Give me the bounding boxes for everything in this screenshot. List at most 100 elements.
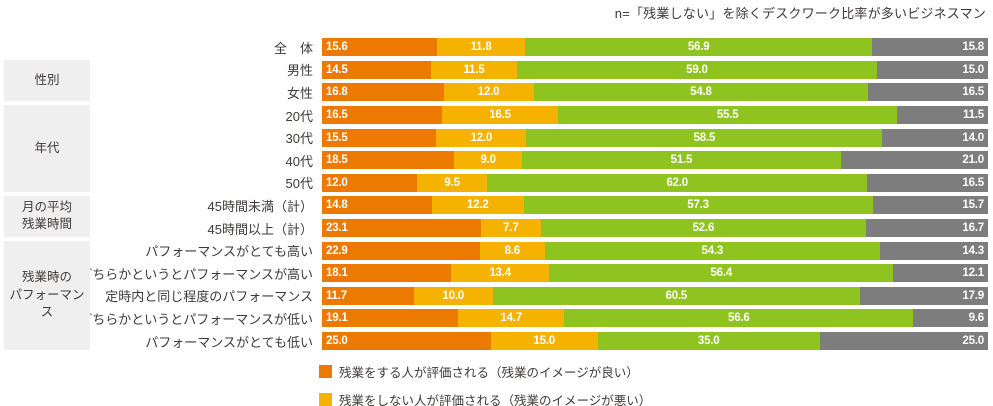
- bar-value-label: 11.7: [326, 289, 347, 302]
- bar-value-label: 16.5: [962, 86, 984, 99]
- bar-value-label: 23.1: [326, 222, 348, 235]
- bar-value-label: 51.5: [670, 154, 693, 167]
- stacked-bar: 19.1 14.7 56.6 9.6: [322, 309, 988, 328]
- group-label-line: 月の平均: [21, 199, 72, 214]
- bar-segment: 16.7: [866, 219, 989, 238]
- bar-value-label: 11.8: [470, 41, 492, 54]
- row-label: どちらかというとパフォーマンスが低い: [79, 311, 313, 327]
- bar-segment: 9.0: [454, 151, 522, 170]
- bar-value-label: 15.5: [326, 131, 348, 144]
- bar-segment: 12.2: [432, 196, 524, 215]
- row-label: 30代: [285, 131, 313, 147]
- bar-segment: 11.8: [436, 38, 526, 57]
- chart-row: 30代 15.5 12.0 58.5 14.0: [0, 126, 989, 149]
- legend-item: 残業をする人が評価される（残業のイメージが良い）: [319, 362, 639, 381]
- chart-row: 50代 12.0 9.5 62.0 16.5: [0, 172, 988, 195]
- bar-value-label: 12.0: [326, 176, 348, 189]
- bar-segment: 54.8: [533, 83, 869, 102]
- bar-value-label: 15.6: [326, 41, 348, 54]
- chart-row: パフォーマンスがとても高い 22.9 8.6 54.3 14.3: [0, 239, 988, 262]
- bar-value-label: 12.0: [470, 131, 493, 144]
- bar-value-label: 9.0: [480, 154, 496, 167]
- bar-segment: 22.9: [322, 241, 480, 260]
- bar-segment: 17.9: [860, 286, 988, 305]
- bar-value-label: 16.8: [326, 86, 348, 99]
- row-label: パフォーマンスがとても高い: [145, 244, 313, 260]
- bar-value-label: 11.5: [463, 63, 485, 76]
- stacked-bar: 15.6 11.8 56.9 15.8: [322, 38, 988, 57]
- bar-value-label: 15.0: [533, 335, 555, 348]
- bar-segment: 55.5: [558, 106, 898, 125]
- bar-value-label: 25.0: [962, 335, 984, 348]
- bar-value-label: 14.7: [500, 312, 523, 325]
- bar-segment: 9.6: [913, 309, 988, 328]
- stacked-bar: 14.5 11.5 59.0 15.0: [322, 60, 989, 79]
- bar-segment: 62.0: [487, 173, 868, 192]
- chart-row: 男性 14.5 11.5 59.0 15.0: [0, 59, 989, 82]
- bar-segment: 60.5: [492, 286, 861, 305]
- bar-segment: 15.0: [876, 60, 989, 79]
- group-label-box: 性別: [4, 60, 90, 102]
- bar-value-label: 15.0: [962, 63, 985, 76]
- bar-segment: 14.0: [882, 128, 989, 147]
- bar-value-label: 19.1: [326, 312, 348, 325]
- bar-value-label: 10.0: [442, 289, 465, 302]
- bar-value-label: 7.7: [503, 222, 519, 235]
- bar-value-label: 9.5: [444, 176, 460, 189]
- bar-value-label: 14.8: [326, 199, 348, 212]
- bar-segment: 14.8: [322, 196, 433, 215]
- bar-value-label: 18.1: [326, 267, 348, 280]
- bar-value-label: 52.6: [692, 222, 715, 235]
- row-label: 定時内と同じ程度のパフォーマンス: [105, 289, 313, 305]
- chart-row: どちらかというとパフォーマンスが低い 19.1 14.7 56.6 9.6: [0, 307, 988, 330]
- bar-segment: 14.5: [322, 60, 431, 79]
- bar-value-label: 25.0: [326, 335, 348, 348]
- group-label-box: 月の平均 残業時間: [4, 195, 90, 237]
- legend-item: 残業をしない人が評価される（残業のイメージが悪い）: [319, 390, 651, 406]
- chart-row: 定時内と同じ程度のパフォーマンス 11.7 10.0 60.5 17.9: [0, 285, 988, 308]
- bar-segment: 56.6: [564, 309, 914, 328]
- stacked-bar: 22.9 8.6 54.3 14.3: [322, 241, 988, 260]
- chart-row: 女性 16.8 12.0 54.8 16.5: [0, 81, 988, 104]
- bar-value-label: 12.2: [467, 199, 489, 212]
- stacked-bar: 18.5 9.0 51.5 21.0: [322, 151, 988, 170]
- bar-value-label: 59.0: [686, 63, 708, 76]
- row-label: 女性: [286, 85, 313, 101]
- bar-value-label: 12.1: [962, 267, 984, 280]
- chart-legend: 残業をする人が評価される（残業のイメージが良い） 残業をしない人が評価される（残…: [319, 362, 993, 406]
- bar-segment: 19.1: [322, 309, 458, 328]
- bar-segment: 11.5: [897, 106, 988, 125]
- bar-segment: 23.1: [322, 219, 481, 238]
- bar-segment: 58.5: [526, 128, 883, 147]
- bar-segment: 15.5: [322, 128, 437, 147]
- bar-segment: 51.5: [521, 151, 842, 170]
- bar-segment: 8.6: [479, 241, 545, 260]
- chart-rows: 全 体 15.6 11.8 56.9 15.8 男性 14.5 11.5 59.0 15.0 女性 1…: [0, 36, 989, 352]
- bar-segment: 57.3: [523, 196, 873, 215]
- bar-value-label: 56.4: [710, 267, 733, 280]
- row-label: 40代: [285, 153, 313, 169]
- stacked-bar: 16.8 12.0 54.8 16.5: [322, 83, 988, 102]
- bar-value-label: 16.5: [962, 176, 984, 189]
- bar-value-label: 54.3: [701, 244, 724, 257]
- bar-value-label: 15.7: [962, 199, 984, 212]
- bar-value-label: 57.3: [687, 199, 709, 212]
- bar-segment: 59.0: [517, 60, 877, 79]
- bar-segment: 11.5: [430, 60, 518, 79]
- bar-value-label: 13.4: [489, 267, 511, 280]
- bar-value-label: 54.8: [690, 86, 712, 99]
- bar-value-label: 22.9: [326, 244, 348, 257]
- bar-segment: 25.0: [819, 332, 988, 351]
- bar-value-label: 14.3: [962, 244, 984, 257]
- bar-value-label: 58.5: [693, 131, 716, 144]
- row-label: 男性: [286, 63, 313, 79]
- stacked-bar: 18.1 13.4 56.4 12.1: [322, 264, 988, 283]
- bar-segment: 14.3: [879, 241, 988, 260]
- bar-segment: 11.7: [322, 286, 414, 305]
- bar-value-label: 21.0: [962, 154, 984, 167]
- bar-value-label: 62.0: [666, 176, 688, 189]
- chart-row: 20代 16.5 16.5 55.5 11.5: [0, 104, 988, 127]
- bar-value-label: 14.5: [326, 63, 348, 76]
- chart-row: 全 体 15.6 11.8 56.9 15.8: [0, 36, 988, 59]
- stacked-bar: 14.8 12.2 57.3 15.7: [322, 196, 988, 215]
